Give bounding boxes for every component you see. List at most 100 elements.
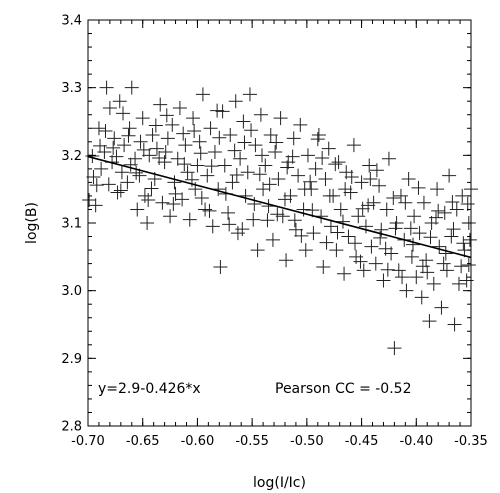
data-point <box>172 100 187 115</box>
data-point <box>422 314 437 329</box>
y-tick-label: 2.8 <box>61 420 82 435</box>
data-point <box>401 172 416 187</box>
data-point <box>215 104 230 119</box>
data-point <box>379 202 394 217</box>
data-point <box>376 273 391 288</box>
data-point <box>182 212 197 227</box>
data-point <box>254 148 269 163</box>
data-point <box>414 290 429 305</box>
data-point <box>240 165 255 180</box>
data-point <box>287 213 302 228</box>
data-point <box>283 188 298 203</box>
data-point <box>423 230 438 245</box>
x-tick-label: -0.55 <box>235 434 269 449</box>
data-point <box>141 192 156 207</box>
data-point <box>337 266 352 281</box>
data-point <box>167 175 182 190</box>
data-point <box>200 168 215 183</box>
data-point <box>426 276 441 291</box>
data-point <box>107 131 122 146</box>
x-tick-label: -0.50 <box>290 434 324 449</box>
pearson-cc-label: Pearson CC = -0.52 <box>275 381 411 397</box>
data-point <box>116 106 131 121</box>
data-point <box>353 254 368 269</box>
data-point <box>168 186 183 201</box>
data-point <box>121 128 136 143</box>
data-point <box>112 94 127 109</box>
y-tick-label: 2.9 <box>61 352 82 367</box>
data-point <box>236 114 251 129</box>
data-point <box>293 117 308 132</box>
data-point <box>120 175 135 190</box>
data-point <box>163 209 178 224</box>
data-point <box>399 283 414 298</box>
data-point <box>192 134 207 149</box>
data-point <box>135 111 150 126</box>
data-point <box>388 221 403 236</box>
data-point <box>404 249 419 264</box>
data-point <box>462 232 477 247</box>
data-point <box>308 161 323 176</box>
data-point <box>333 202 348 217</box>
data-point <box>355 201 370 216</box>
regression-line <box>87 155 472 259</box>
data-point <box>358 219 373 234</box>
data-point <box>110 185 125 200</box>
data-point <box>148 118 163 133</box>
data-point <box>165 117 180 132</box>
x-tick-label: -0.40 <box>399 434 433 449</box>
data-point <box>321 141 336 156</box>
data-point <box>398 195 413 210</box>
data-point <box>460 197 475 212</box>
data-point <box>298 243 313 258</box>
data-point <box>246 212 261 227</box>
data-point <box>363 172 378 187</box>
data-point <box>343 185 358 200</box>
data-point <box>217 158 232 173</box>
data-point <box>294 228 309 243</box>
x-tick-label: -0.45 <box>345 434 379 449</box>
data-point <box>140 216 155 230</box>
data-point <box>102 100 117 115</box>
data-point <box>454 259 469 274</box>
data-point <box>221 205 236 220</box>
data-point <box>438 246 453 261</box>
data-point <box>364 239 379 254</box>
x-tick-label: -0.35 <box>454 434 488 449</box>
data-point <box>82 192 97 207</box>
data-point <box>129 165 144 180</box>
data-points <box>82 80 478 356</box>
data-point <box>445 195 460 210</box>
data-point <box>194 190 209 205</box>
data-point <box>160 131 175 146</box>
data-point <box>170 151 185 166</box>
data-point <box>88 198 103 213</box>
data-point <box>286 131 301 146</box>
data-point <box>136 142 151 157</box>
data-point <box>152 151 167 166</box>
data-point <box>86 169 101 184</box>
data-point <box>271 172 286 187</box>
data-point <box>132 168 147 183</box>
data-point <box>330 225 345 240</box>
data-point <box>346 138 361 153</box>
data-point <box>175 192 190 207</box>
data-point <box>305 203 320 218</box>
data-point <box>262 177 277 192</box>
data-point <box>202 203 217 218</box>
data-point <box>203 121 218 136</box>
data-point <box>113 183 128 198</box>
x-tick-label: -0.70 <box>71 434 105 449</box>
data-point <box>372 178 387 193</box>
data-point <box>277 192 292 207</box>
data-point <box>145 128 160 143</box>
data-point <box>430 182 445 197</box>
data-point <box>444 229 459 244</box>
data-point <box>178 138 193 153</box>
data-point <box>318 172 333 187</box>
data-point <box>155 195 170 210</box>
data-point <box>319 235 334 250</box>
data-point <box>177 157 192 172</box>
